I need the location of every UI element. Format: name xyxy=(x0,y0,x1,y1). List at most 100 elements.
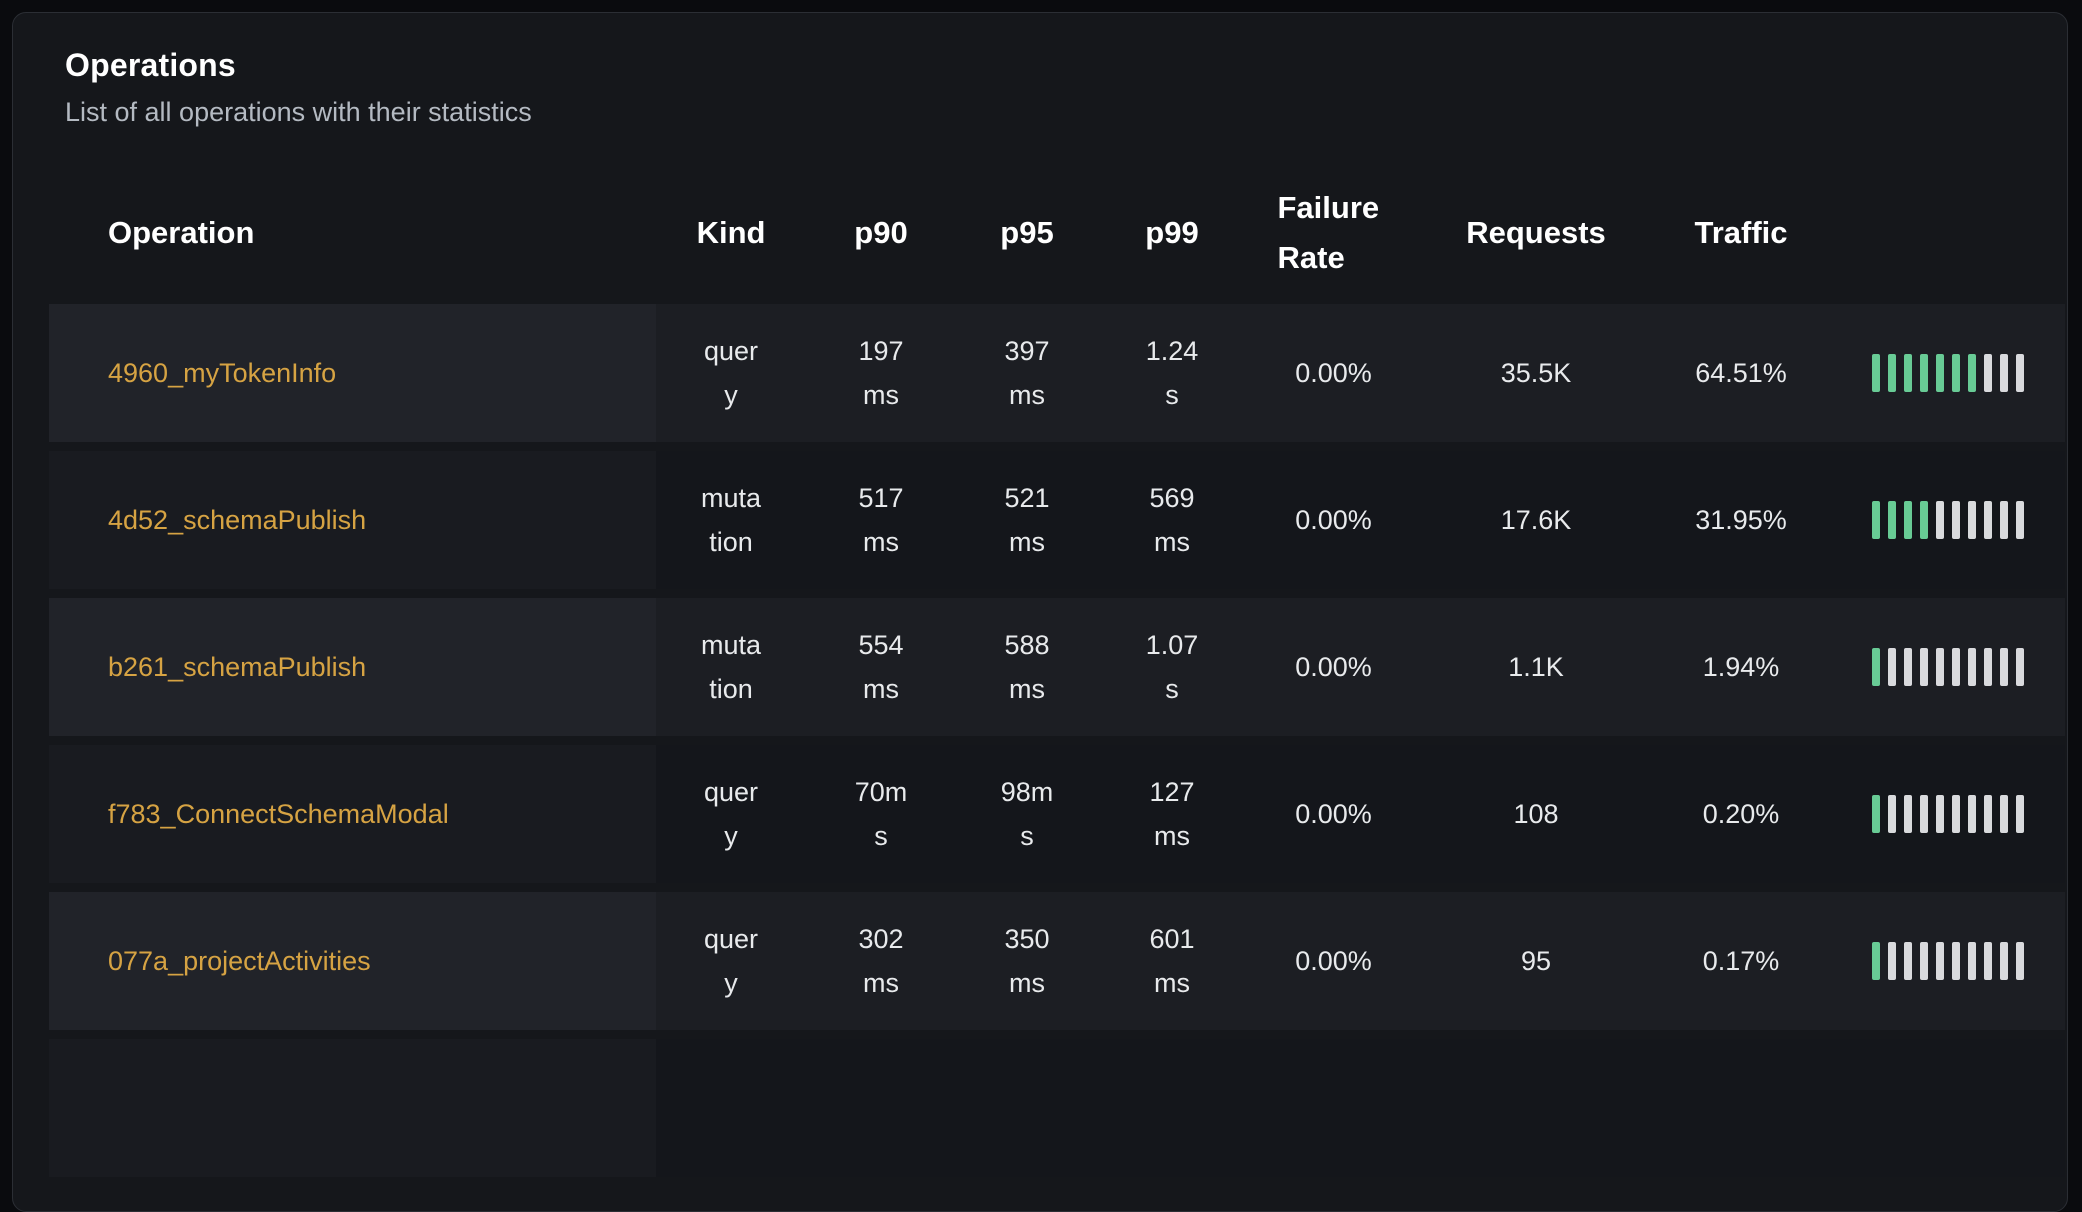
traffic-bar xyxy=(1872,354,2024,392)
column-header-traffic: Traffic xyxy=(1694,215,1788,250)
traffic-bar-segment xyxy=(1872,795,1880,833)
p99-cell: 127ms xyxy=(1098,745,1246,883)
operation-cell xyxy=(49,1039,656,1177)
traffic-cell-value: 0.20% xyxy=(1702,799,1780,829)
p95-cell: 588ms xyxy=(956,598,1098,736)
card-title: Operations xyxy=(65,47,236,83)
traffic-bar-segment xyxy=(1968,501,1976,539)
p99-cell-value: 601ms xyxy=(1149,924,1195,998)
operation-cell: 4960_myTokenInfo xyxy=(49,304,656,442)
p95-cell-value: 98ms xyxy=(1000,777,1054,851)
traffic-bar-segment xyxy=(1968,795,1976,833)
traffic-bar-segment xyxy=(1872,648,1880,686)
traffic-bar-segment xyxy=(1936,501,1944,539)
operation-link[interactable]: b261_schemaPublish xyxy=(108,652,367,682)
operation-cell: 077a_projectActivities xyxy=(49,892,656,1030)
p90-cell: 70ms xyxy=(806,745,956,883)
traffic-cell: 31.95% xyxy=(1651,451,1831,589)
traffic-bar-segment xyxy=(2000,354,2008,392)
traffic-bar xyxy=(1872,501,2024,539)
operation-link[interactable]: 4d52_schemaPublish xyxy=(108,505,367,535)
traffic-bar-cell xyxy=(1831,745,2065,883)
traffic-bar-segment xyxy=(1888,501,1896,539)
traffic-bar-segment xyxy=(1984,354,1992,392)
traffic-cell: 64.51% xyxy=(1651,304,1831,442)
cell xyxy=(1651,1039,1831,1177)
cell xyxy=(1831,1039,2065,1177)
failure-rate-cell: 0.00% xyxy=(1246,451,1421,589)
column-header-requests: Requests xyxy=(1466,215,1606,250)
column-header-p99: p99 xyxy=(1145,215,1199,250)
operation-cell: b261_schemaPublish xyxy=(49,598,656,736)
traffic-bar-segment xyxy=(1872,942,1880,980)
traffic-cell: 0.20% xyxy=(1651,745,1831,883)
column-header-kind: Kind xyxy=(696,215,766,250)
traffic-bar-segment xyxy=(1920,354,1928,392)
traffic-bar-segment xyxy=(1904,501,1912,539)
traffic-bar-segment xyxy=(1952,648,1960,686)
kind-cell: mutation xyxy=(656,598,806,736)
traffic-bar-segment xyxy=(1936,795,1944,833)
traffic-bar-segment xyxy=(1952,354,1960,392)
traffic-bar-segment xyxy=(1888,795,1896,833)
kind-cell: query xyxy=(656,892,806,1030)
traffic-cell: 0.17% xyxy=(1651,892,1831,1030)
requests-cell: 95 xyxy=(1421,892,1651,1030)
traffic-bar-segment xyxy=(1872,501,1880,539)
requests-cell: 35.5K xyxy=(1421,304,1651,442)
operation-cell: f783_ConnectSchemaModal xyxy=(49,745,656,883)
traffic-bar-segment xyxy=(2000,648,2008,686)
traffic-bar-segment xyxy=(1888,648,1896,686)
traffic-bar-segment xyxy=(2016,942,2024,980)
traffic-bar-segment xyxy=(1920,648,1928,686)
kind-cell: query xyxy=(656,745,806,883)
operation-cell: 4d52_schemaPublish xyxy=(49,451,656,589)
p90-cell: 197ms xyxy=(806,304,956,442)
traffic-bar-segment xyxy=(1904,942,1912,980)
traffic-bar-segment xyxy=(1952,501,1960,539)
table-header-row: Operation Kind p90 p95 p99 Failure Rate … xyxy=(49,162,2065,304)
p99-cell-value: 127ms xyxy=(1149,777,1195,851)
traffic-bar-segment xyxy=(2000,942,2008,980)
failure-rate-cell: 0.00% xyxy=(1246,598,1421,736)
failure-rate-cell-value: 0.00% xyxy=(1295,505,1372,535)
operation-link[interactable]: 4960_myTokenInfo xyxy=(108,358,337,388)
requests-cell: 17.6K xyxy=(1421,451,1651,589)
p99-cell: 569ms xyxy=(1098,451,1246,589)
table-row: b261_schemaPublish mutation 554ms 588ms 1.07… xyxy=(49,598,2065,736)
table-row-partial xyxy=(49,1039,2065,1177)
table-row: 4960_myTokenInfo query 197ms 397ms 1.24s 0.00… xyxy=(49,304,2065,442)
traffic-bar-segment xyxy=(1872,354,1880,392)
requests-cell-value: 1.1K xyxy=(1508,652,1564,682)
kind-cell-value: query xyxy=(703,924,759,998)
traffic-bar-segment xyxy=(2000,795,2008,833)
traffic-bar-segment xyxy=(1968,942,1976,980)
kind-cell-value: query xyxy=(703,777,759,851)
requests-cell: 108 xyxy=(1421,745,1651,883)
column-header-p95: p95 xyxy=(1000,215,1054,250)
cell xyxy=(956,1039,1098,1177)
p95-cell-value: 521ms xyxy=(1004,483,1050,557)
operation-link[interactable]: f783_ConnectSchemaModal xyxy=(108,799,449,829)
requests-cell-value: 108 xyxy=(1513,799,1559,829)
cell xyxy=(1421,1039,1651,1177)
p99-cell: 601ms xyxy=(1098,892,1246,1030)
p90-cell: 554ms xyxy=(806,598,956,736)
column-header-p90: p90 xyxy=(854,215,908,250)
column-header-failure-rate: Failure Rate xyxy=(1246,183,1421,283)
column-header-operation: Operation xyxy=(108,215,255,250)
p99-cell-value: 1.07s xyxy=(1145,630,1199,704)
p99-cell-value: 1.24s xyxy=(1145,336,1199,410)
requests-cell: 1.1K xyxy=(1421,598,1651,736)
traffic-cell-value: 31.95% xyxy=(1695,505,1787,535)
traffic-bar-segment xyxy=(1936,942,1944,980)
traffic-bar-segment xyxy=(2016,648,2024,686)
traffic-bar-segment xyxy=(1984,501,1992,539)
traffic-bar xyxy=(1872,648,2024,686)
traffic-bar-segment xyxy=(2016,795,2024,833)
failure-rate-cell-value: 0.00% xyxy=(1295,799,1372,829)
traffic-bar-segment xyxy=(2000,501,2008,539)
traffic-bar-segment xyxy=(1888,354,1896,392)
p90-cell-value: 517ms xyxy=(858,483,904,557)
operation-link[interactable]: 077a_projectActivities xyxy=(108,946,371,976)
